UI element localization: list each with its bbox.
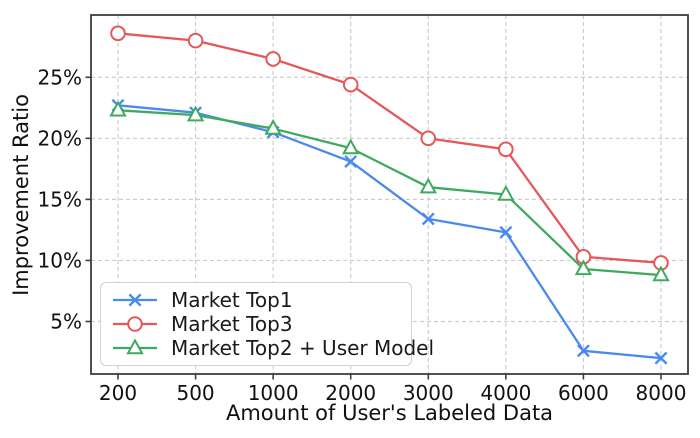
x-tick-label: 8000 <box>636 381 687 405</box>
y-tick-label: 5% <box>50 309 82 333</box>
circle-marker-icon <box>187 32 204 49</box>
circle-marker-icon <box>420 130 437 147</box>
series-line-market-top3 <box>117 32 662 265</box>
x-marker-icon <box>654 351 668 365</box>
triangle-marker-icon <box>126 338 144 355</box>
y-tick-label: 10% <box>38 248 82 272</box>
y-tick-label: 15% <box>38 187 82 211</box>
triangle-marker-icon <box>342 138 360 155</box>
legend-marker-sample-triangle-icon <box>113 338 157 355</box>
legend-marker-sample-x-icon <box>113 293 157 307</box>
series-line-market-top1 <box>117 104 662 360</box>
triangle-marker-icon <box>186 105 205 122</box>
triangle-marker-icon <box>109 100 127 117</box>
triangle-marker-icon <box>574 259 593 276</box>
x-tick-label: 500 <box>176 381 214 405</box>
x-marker-icon <box>421 212 435 226</box>
y-axis-label: Improvement Ratio <box>9 94 33 296</box>
x-tick-label: 6000 <box>558 381 609 405</box>
triangle-marker-icon <box>264 118 282 135</box>
series-line-market-top2-user-model <box>117 109 662 277</box>
x-tick-label: 4000 <box>480 381 531 405</box>
triangle-marker-icon <box>419 177 437 194</box>
legend-marker-sample-circle-icon <box>113 316 157 332</box>
legend: Market Top1 Market Top3 Market Top2 + Us… <box>100 282 434 366</box>
circle-marker-icon <box>110 25 126 42</box>
x-tick-label: 2000 <box>325 381 376 405</box>
circle-marker-icon <box>498 141 514 158</box>
axes-frame <box>90 14 689 375</box>
circle-marker-icon <box>342 76 359 93</box>
x-marker-icon <box>344 155 358 168</box>
x-marker-icon <box>499 225 513 239</box>
circle-marker-icon <box>265 51 281 67</box>
triangle-marker-icon <box>652 265 670 282</box>
x-marker-icon <box>576 344 590 358</box>
x-marker-icon <box>128 293 142 307</box>
y-tick-label: 25% <box>38 65 82 89</box>
legend-item-label: Market Top2 + User Model <box>171 336 435 360</box>
legend-item-label: Market Top3 <box>171 312 293 336</box>
legend-item-label: Market Top1 <box>171 288 293 312</box>
legend-item-market-top1: Market Top1 <box>112 289 403 311</box>
y-tick-label: 20% <box>38 126 82 150</box>
x-tick-label: 1000 <box>248 381 299 405</box>
x-tick-label: 200 <box>99 381 137 405</box>
legend-item-market-top2-user-model: Market Top2 + User Model <box>112 337 434 359</box>
x-axis-label: Amount of User's Labeled Data <box>225 401 554 425</box>
triangle-marker-icon <box>497 184 515 201</box>
circle-marker-icon <box>127 316 143 332</box>
legend-item-market-top3: Market Top3 <box>112 313 403 335</box>
x-tick-label: 3000 <box>403 381 454 405</box>
